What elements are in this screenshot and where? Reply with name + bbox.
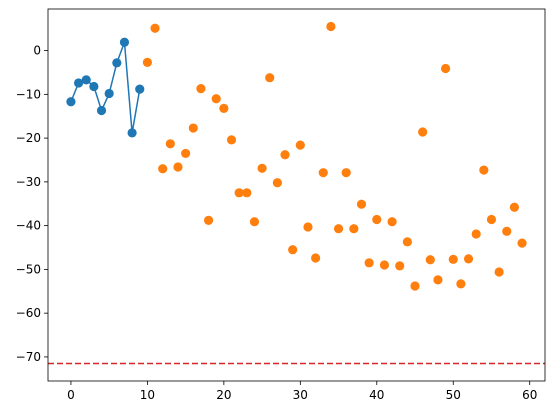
x-tick-label: 20 bbox=[216, 388, 231, 402]
series-2-point bbox=[356, 199, 367, 209]
series-1-point bbox=[96, 105, 107, 116]
series-2-point bbox=[410, 281, 420, 291]
series-2-point bbox=[333, 224, 344, 234]
series-2-point bbox=[456, 279, 466, 289]
series-2-point bbox=[142, 57, 152, 67]
series-2-point bbox=[387, 217, 397, 227]
series-1-point bbox=[73, 78, 84, 88]
series-2-point bbox=[311, 253, 321, 263]
series-2-point bbox=[441, 63, 451, 74]
x-tick-label: 40 bbox=[369, 388, 384, 402]
series-2-point bbox=[219, 103, 229, 113]
series-2-point bbox=[395, 261, 405, 271]
series-2-point bbox=[509, 202, 520, 212]
series-2-point bbox=[433, 275, 443, 285]
series-1-point bbox=[127, 128, 137, 138]
series-2-point bbox=[181, 148, 191, 159]
series-2-point bbox=[448, 254, 458, 264]
y-tick-label: −20 bbox=[16, 131, 41, 145]
series-2-point bbox=[471, 229, 481, 239]
series-2-point bbox=[150, 23, 160, 33]
series-2-point bbox=[196, 84, 206, 94]
series-2-point bbox=[341, 168, 351, 178]
series-2-point bbox=[158, 164, 168, 174]
series-2-point bbox=[234, 188, 244, 198]
series-1-point bbox=[104, 88, 114, 99]
series-1-point bbox=[81, 75, 91, 85]
series-2-point bbox=[318, 168, 328, 178]
x-tick-label: 30 bbox=[293, 388, 308, 402]
series-2-point bbox=[257, 163, 267, 173]
series-2-point bbox=[265, 73, 275, 83]
series-1-point bbox=[119, 37, 130, 47]
series-1-point bbox=[135, 84, 145, 94]
series-2-point bbox=[226, 135, 237, 145]
series-2-point bbox=[288, 245, 298, 255]
series-1-point bbox=[66, 97, 76, 107]
series-2-point bbox=[479, 165, 489, 175]
y-tick-label: 0 bbox=[33, 44, 41, 58]
series-2-point bbox=[249, 217, 260, 227]
series-2-point bbox=[463, 254, 474, 264]
x-tick-label: 50 bbox=[446, 388, 461, 402]
series-2-point bbox=[402, 237, 412, 247]
series-2-point bbox=[211, 94, 221, 104]
y-tick-label: −40 bbox=[16, 219, 41, 233]
series-2-point bbox=[517, 238, 527, 248]
y-tick-label: −70 bbox=[16, 350, 41, 364]
series-2-point bbox=[486, 214, 497, 225]
series-2-point bbox=[272, 178, 282, 188]
y-tick-label: −30 bbox=[16, 175, 41, 189]
series-2-point bbox=[203, 215, 214, 225]
series-2-point bbox=[364, 258, 374, 268]
x-tick-label: 10 bbox=[140, 388, 155, 402]
series-2-point bbox=[326, 21, 336, 32]
plot-area bbox=[48, 9, 545, 381]
series-2-point bbox=[173, 162, 183, 172]
series-2-point bbox=[242, 188, 252, 198]
series-2-point bbox=[165, 139, 175, 149]
series-2-point bbox=[280, 150, 290, 160]
x-tick-label: 0 bbox=[67, 388, 75, 402]
x-tick-label: 60 bbox=[522, 388, 537, 402]
series-2-point bbox=[303, 222, 313, 232]
series-1-point bbox=[112, 58, 122, 68]
y-tick-label: −60 bbox=[16, 306, 41, 320]
series-2-point bbox=[372, 214, 382, 225]
series-2-point bbox=[418, 127, 428, 137]
series-2-point bbox=[425, 255, 435, 265]
y-tick-label: −50 bbox=[16, 262, 41, 276]
y-tick-label: −10 bbox=[16, 87, 41, 101]
axes-frame bbox=[47, 8, 546, 382]
series-2-point bbox=[188, 123, 198, 133]
series-2-point bbox=[494, 267, 504, 277]
series-1-point bbox=[89, 81, 99, 92]
series-2-point bbox=[349, 224, 359, 234]
series-2-point bbox=[379, 260, 390, 270]
series-2-point bbox=[295, 140, 305, 150]
series-2-point bbox=[502, 226, 512, 236]
